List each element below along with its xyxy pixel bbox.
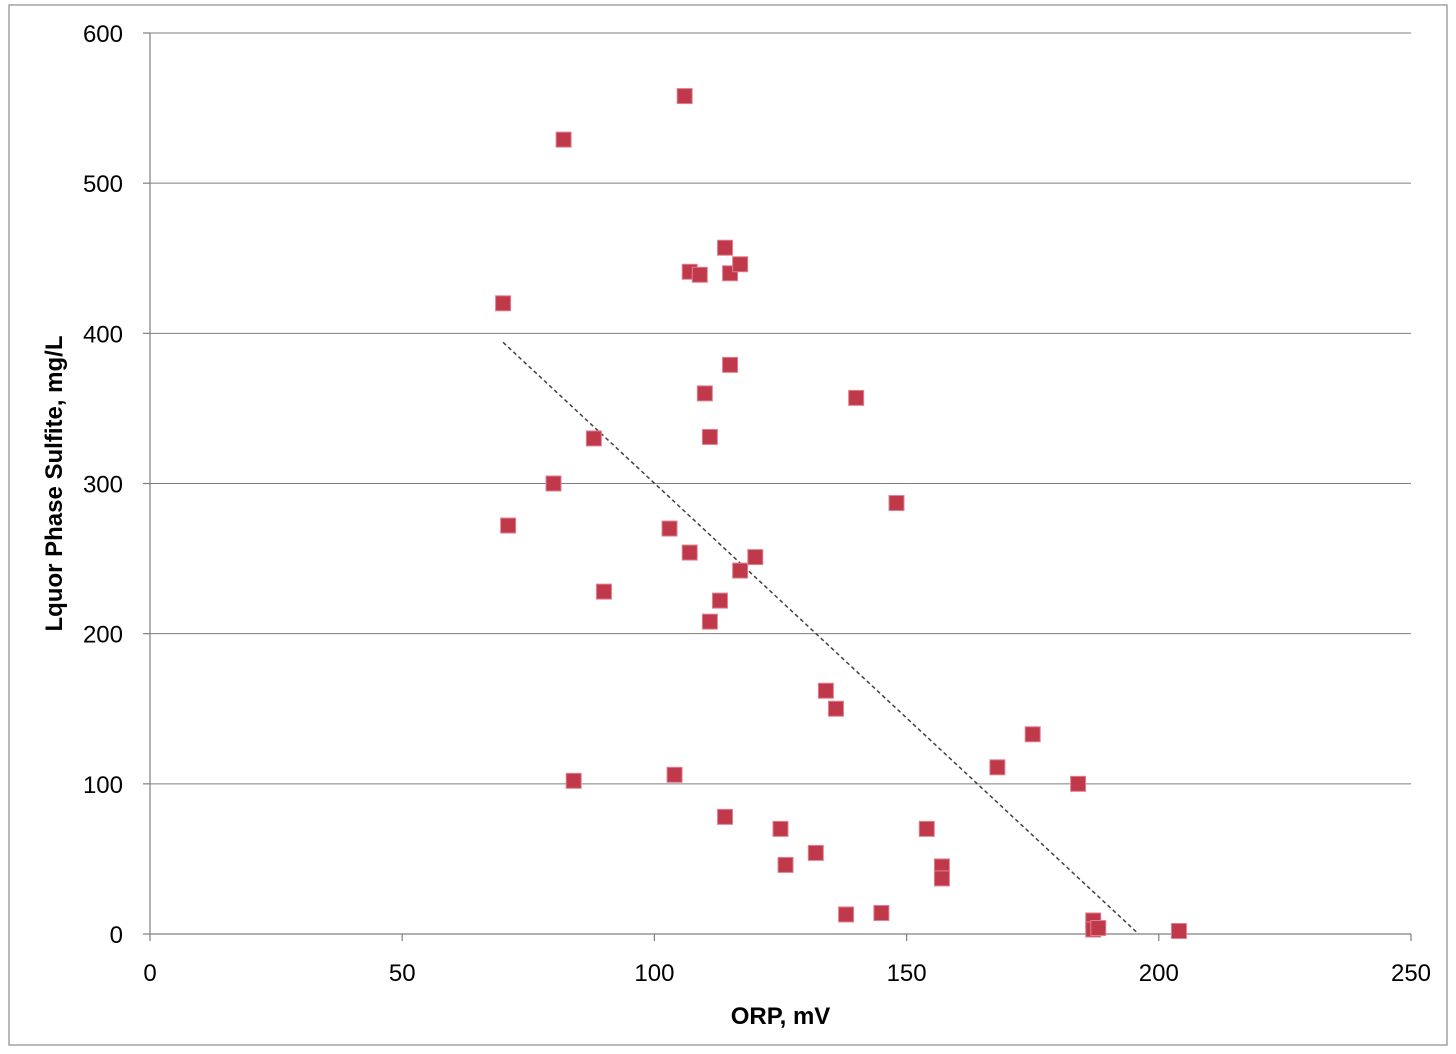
data-point (696, 385, 713, 402)
data-point (555, 131, 572, 148)
data-point (666, 766, 683, 783)
data-point (732, 256, 749, 273)
x-tick-label: 200 (1139, 960, 1179, 987)
x-tick-label: 100 (634, 960, 674, 987)
y-tick-label: 0 (110, 922, 123, 949)
y-tick-label: 200 (83, 622, 123, 649)
y-axis-title: Lquor Phase Sulfite, mg/L (41, 335, 68, 631)
data-point (918, 820, 935, 837)
data-points (495, 88, 1187, 939)
y-tick-label: 400 (83, 321, 123, 348)
data-point (701, 613, 718, 630)
data-point (595, 583, 612, 600)
linear-trendline (502, 341, 1140, 935)
chart-border (8, 4, 1448, 1046)
data-point (1024, 726, 1041, 743)
data-point (888, 495, 905, 512)
data-point (722, 356, 739, 373)
x-tick-label: 0 (143, 960, 156, 987)
axes (143, 32, 1412, 941)
y-tick-labels: 0 100 200 300 400 500 600 (83, 21, 123, 949)
data-point (1090, 919, 1107, 936)
data-point (848, 389, 865, 406)
data-point (1170, 922, 1187, 939)
data-point (732, 562, 749, 579)
y-tick-label: 300 (83, 472, 123, 499)
data-point (1070, 775, 1087, 792)
x-tick-label: 50 (389, 960, 416, 987)
data-point (838, 906, 855, 923)
x-tick-label: 250 (1391, 960, 1431, 987)
data-point (817, 682, 834, 699)
data-point (585, 430, 602, 447)
data-point (701, 428, 718, 445)
data-point (827, 700, 844, 717)
y-tick-label: 600 (83, 21, 123, 48)
data-point (565, 772, 582, 789)
data-point (777, 856, 794, 873)
y-tick-label: 100 (83, 772, 123, 799)
data-point (989, 759, 1006, 776)
data-point (772, 820, 789, 837)
x-tick-labels: 0 50 100 150 200 250 (143, 960, 1431, 987)
data-point (500, 517, 517, 534)
data-point (873, 904, 890, 921)
data-point (681, 544, 698, 561)
trendline (502, 341, 1140, 935)
data-point (676, 88, 693, 105)
data-point (717, 808, 734, 825)
data-point (711, 592, 728, 609)
data-point (661, 520, 678, 537)
x-axis-title: ORP, mV (731, 1003, 831, 1030)
data-point (691, 266, 708, 283)
data-point (545, 475, 562, 492)
data-point (717, 239, 734, 256)
gridlines (150, 32, 1411, 785)
data-point (933, 870, 950, 887)
x-tick-label: 150 (887, 960, 927, 987)
data-point (807, 844, 824, 861)
data-point (747, 549, 764, 566)
y-tick-label: 500 (83, 171, 123, 198)
data-point (495, 295, 512, 312)
